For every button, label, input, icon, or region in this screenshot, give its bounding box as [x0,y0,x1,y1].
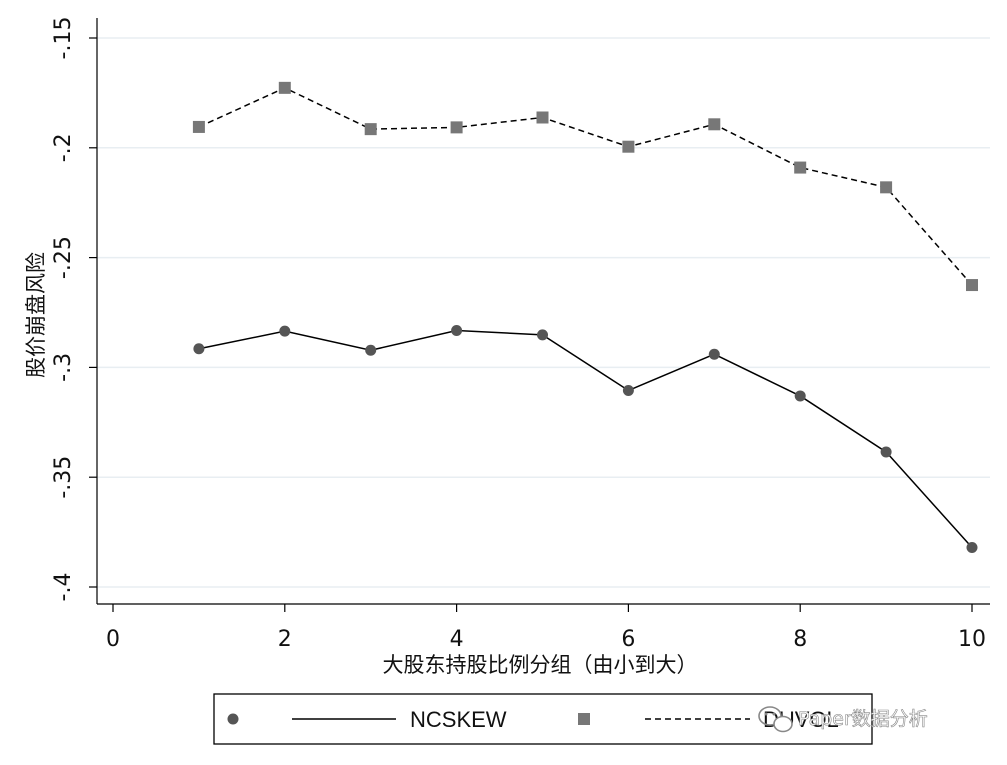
point-ncskew [708,348,720,360]
point-duvol [192,120,205,133]
x-tick-label: 6 [621,627,635,652]
point-duvol [708,118,721,131]
y-tick-label: -.4 [51,573,76,602]
gridlines [97,37,990,588]
series-markers [192,81,978,553]
wechat-icon [758,706,793,733]
y-tick-label: -.35 [51,456,76,499]
point-duvol [364,123,377,136]
point-ncskew [365,344,377,356]
legend: NCSKEW DUVOL [213,693,873,745]
legend-marker-duvol [578,713,590,725]
legend-marker-ncskew [227,713,239,725]
series-line-ncskew [198,329,973,548]
point-duvol [450,121,463,134]
y-tick-label: -.2 [51,133,76,162]
series-line-duvol [198,87,973,286]
point-ncskew [880,446,892,458]
legend-label-ncskew: NCSKEW [410,707,507,732]
y-tick-label: -.25 [51,236,76,279]
y-axis-title: 股价崩盘风险 [24,252,48,378]
y-tick-label: -.15 [51,17,76,60]
point-duvol [536,111,549,124]
point-duvol [794,161,807,174]
point-duvol [278,81,291,94]
axes: -.4 -.35 -.3 -.25 -.2 -.15 0 2 4 6 8 10 [51,17,990,652]
point-ncskew [451,325,463,337]
x-tick-label: 8 [793,627,807,652]
x-axis-title: 大股东持股比例分组（由小到大） [383,653,698,677]
x-tick-label: 2 [278,627,292,652]
point-duvol [622,140,635,153]
point-ncskew [193,343,205,355]
watermark-text: Paper数据分析 [798,708,928,730]
x-tick-label: 4 [450,627,464,652]
point-ncskew [794,390,806,402]
point-ncskew [622,384,634,396]
point-duvol [966,279,978,292]
point-duvol [880,181,893,194]
x-tick-label: 0 [106,627,120,652]
y-tick-label: -.3 [51,353,76,382]
point-ncskew [966,541,978,553]
series-lines [198,87,973,548]
x-tick-label: 10 [958,627,986,652]
point-ncskew [279,325,291,337]
point-ncskew [537,329,548,341]
watermark: Paper数据分析 [758,706,928,733]
